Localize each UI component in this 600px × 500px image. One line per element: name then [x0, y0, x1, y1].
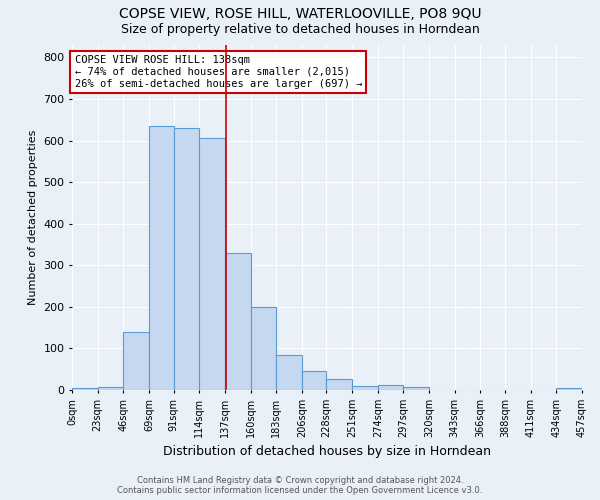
Bar [199, 138, 225, 390]
Bar [251, 307, 276, 390]
Bar [98, 386, 124, 390]
Y-axis label: Number of detached properties: Number of detached properties [28, 130, 38, 305]
Bar [403, 386, 429, 390]
Bar [556, 388, 582, 390]
Text: Contains HM Land Registry data © Crown copyright and database right 2024.
Contai: Contains HM Land Registry data © Crown c… [118, 476, 482, 495]
Bar [124, 332, 149, 390]
Text: Size of property relative to detached houses in Horndean: Size of property relative to detached ho… [121, 22, 479, 36]
Bar [326, 379, 352, 390]
Bar [276, 354, 302, 390]
Bar [72, 388, 98, 390]
Bar [352, 386, 378, 390]
Text: COPSE VIEW, ROSE HILL, WATERLOOVILLE, PO8 9QU: COPSE VIEW, ROSE HILL, WATERLOOVILLE, PO… [119, 8, 481, 22]
Bar [378, 385, 403, 390]
Bar [302, 372, 326, 390]
Text: COPSE VIEW ROSE HILL: 138sqm
← 74% of detached houses are smaller (2,015)
26% of: COPSE VIEW ROSE HILL: 138sqm ← 74% of de… [74, 56, 362, 88]
Bar [149, 126, 173, 390]
X-axis label: Distribution of detached houses by size in Horndean: Distribution of detached houses by size … [163, 446, 491, 458]
Bar [173, 128, 199, 390]
Bar [225, 253, 251, 390]
